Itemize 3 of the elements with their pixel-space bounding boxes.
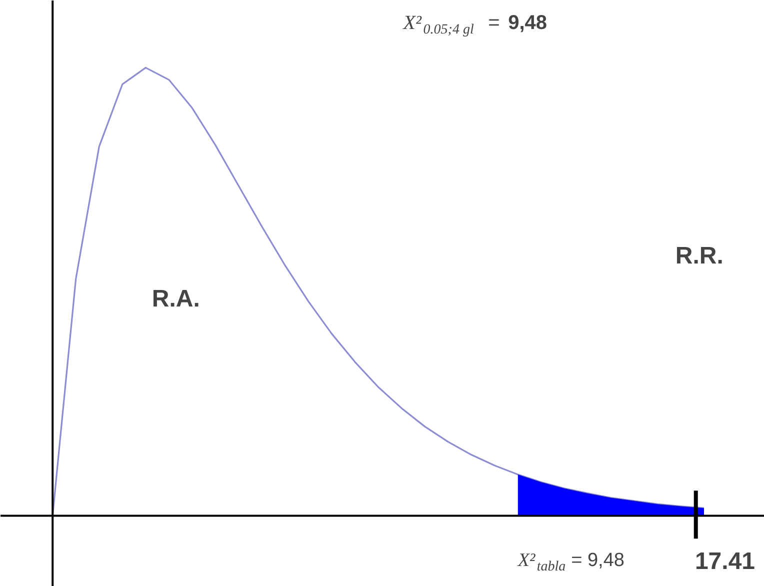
annotation: R.R.: [675, 242, 724, 270]
text: 17.41: [694, 548, 756, 576]
annotation: R.A.: [152, 285, 200, 312]
